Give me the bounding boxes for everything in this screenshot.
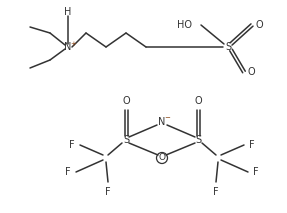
Text: N: N [64,42,72,52]
Text: F: F [213,187,219,197]
Text: S: S [123,135,129,145]
Text: F: F [105,187,111,197]
Text: HO: HO [177,20,192,30]
Text: O: O [248,67,256,77]
Text: N: N [158,117,166,127]
Text: H: H [64,7,72,17]
Text: +: + [70,40,76,46]
Text: O: O [194,96,202,106]
Text: F: F [249,140,255,150]
Text: O: O [158,154,166,163]
Text: −: − [164,115,170,121]
Text: O: O [256,20,264,30]
Text: S: S [225,42,231,52]
Text: F: F [69,140,75,150]
Text: F: F [65,167,71,177]
Text: F: F [253,167,259,177]
Text: S: S [195,135,201,145]
Text: O: O [122,96,130,106]
